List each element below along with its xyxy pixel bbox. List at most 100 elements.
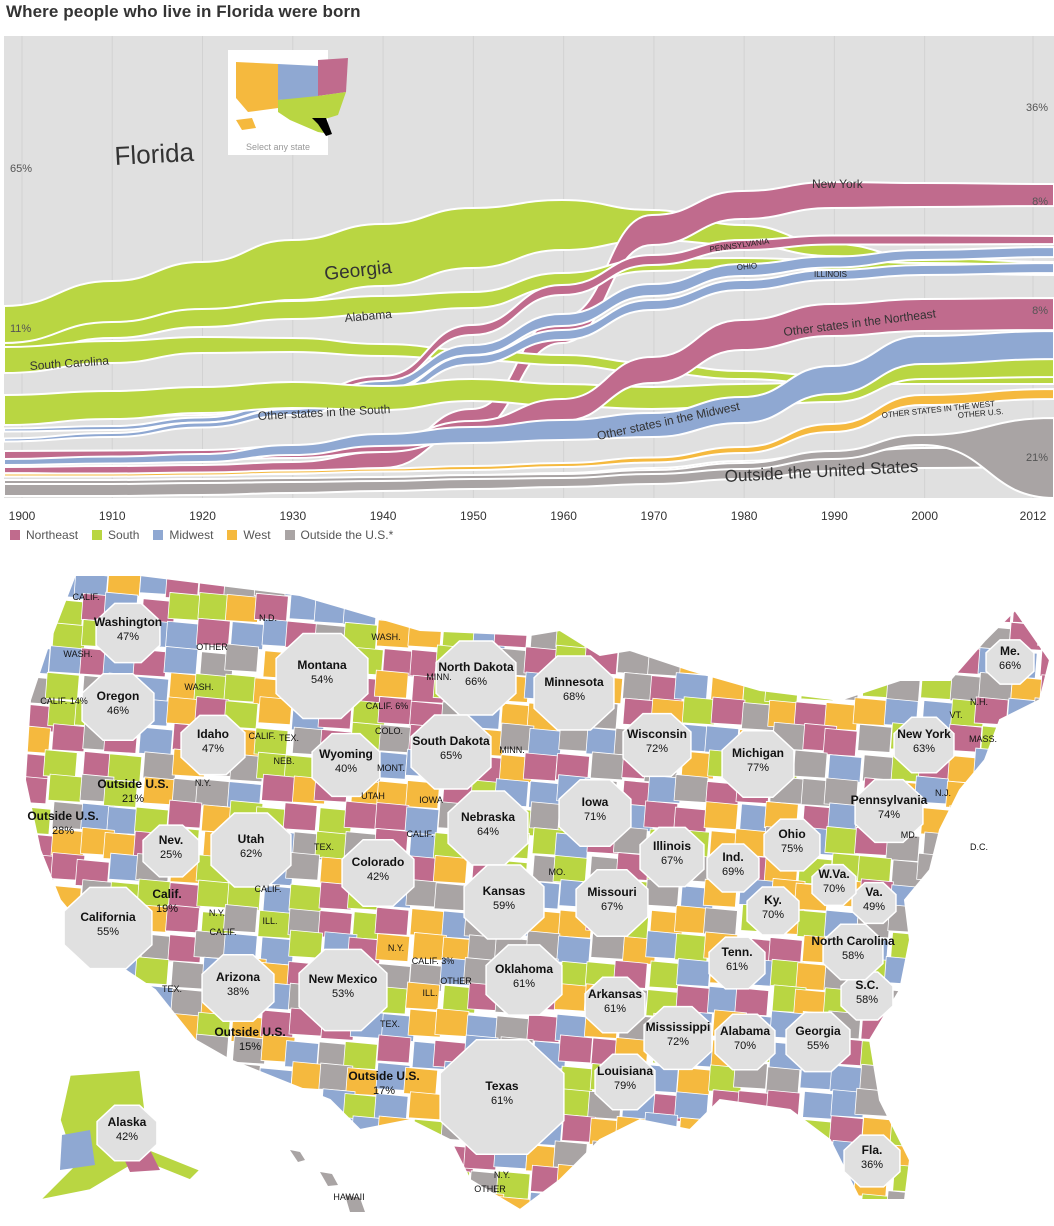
map-cell (313, 773, 349, 803)
map-cell (262, 885, 298, 914)
map-cell (315, 648, 351, 678)
map-cell (314, 675, 350, 705)
origin-label: MONT. (377, 763, 405, 773)
stream-chart[interactable]: 1900 1910 1920 1930 1940 1950 1960 1970 1980 1990… (0, 0, 1054, 545)
origin-label: MINN. (499, 745, 525, 755)
home-state-name: Alaska (108, 1115, 147, 1129)
home-state-name: Georgia (795, 1024, 841, 1038)
map-cell (922, 596, 958, 626)
map-cell (710, 1039, 746, 1069)
map-cell (767, 937, 803, 966)
map-cell (559, 703, 595, 733)
map-cell (49, 598, 85, 628)
map-cell (470, 830, 506, 860)
map-cell (676, 1066, 712, 1096)
map-cell (830, 1139, 866, 1169)
map-cell (82, 722, 118, 752)
map-cell (1037, 878, 1050, 908)
map-cell (643, 1064, 679, 1094)
map-cell (676, 958, 711, 987)
home-state-name: North Dakota (438, 660, 514, 674)
map-cell (163, 646, 199, 675)
home-state-pct: 58% (842, 950, 864, 962)
map-cell (733, 828, 769, 858)
map-cell (342, 597, 378, 627)
map-cell (523, 671, 559, 701)
map-cell (198, 575, 234, 599)
home-state-name: Pennsylvania (851, 793, 928, 807)
map-cell (1009, 984, 1045, 1014)
map-cell (316, 1041, 352, 1071)
map-cell (652, 1036, 688, 1066)
map-cell (615, 852, 651, 881)
map-cell (554, 1013, 590, 1043)
map-cell (463, 909, 499, 939)
map-cell (25, 775, 49, 805)
map-cell (854, 1087, 890, 1117)
map-cell (558, 879, 594, 908)
map-cell (319, 856, 355, 886)
map-cell (767, 650, 803, 680)
map-cell (736, 1090, 772, 1120)
map-cell (823, 963, 859, 993)
map-cell (649, 909, 685, 939)
home-state-pct: 71% (584, 811, 606, 823)
map-cell (132, 648, 168, 678)
map-cell (561, 1113, 597, 1143)
map-cell (1039, 1041, 1050, 1071)
origin-label: OTHER (196, 642, 228, 652)
home-state-name: Louisiana (597, 1064, 653, 1078)
map-cell (793, 1141, 829, 1171)
map-cell (463, 592, 499, 621)
map-cell (557, 807, 593, 837)
home-state-pct: 61% (726, 961, 748, 973)
alaska-region (37, 1069, 202, 1202)
map-cell (858, 878, 894, 908)
map-cell (646, 855, 682, 885)
map-cell (944, 934, 980, 964)
map-cell (103, 778, 138, 808)
origin-label: MO. (549, 867, 566, 877)
map-cell (613, 1037, 649, 1066)
home-state-name: South Dakota (412, 734, 490, 748)
home-state-pct: 47% (202, 743, 224, 755)
map-cell (253, 592, 289, 622)
map-cell (738, 877, 774, 907)
map-cell (284, 575, 320, 598)
map-cell (826, 1010, 862, 1040)
map-cell (532, 1087, 567, 1117)
map-cell (612, 825, 648, 855)
map-cell (947, 723, 983, 753)
map-cell (291, 831, 327, 861)
map-cell (1008, 936, 1044, 966)
map-cell (500, 807, 536, 837)
origin-label: OTHER (474, 1184, 506, 1194)
map-cell (972, 1015, 1008, 1045)
map-cell (741, 702, 776, 731)
map-cell (47, 699, 83, 728)
home-state-blob (311, 732, 381, 798)
map-cell (25, 752, 50, 782)
legend-outside-swatch (284, 530, 295, 540)
map-cell (763, 826, 799, 855)
map-cell (82, 751, 118, 780)
map-cell (973, 696, 1009, 726)
map-cell (585, 727, 621, 757)
map-cell (704, 725, 740, 755)
map-cell (378, 575, 413, 598)
map-cell (616, 646, 652, 675)
map-cell (462, 957, 498, 986)
map-cell (587, 1171, 623, 1201)
map-cell (133, 618, 169, 648)
map-cell (1033, 1116, 1050, 1146)
map-cell (735, 575, 771, 601)
map-cell (678, 1191, 714, 1210)
map-cell (1032, 697, 1050, 727)
map-cell (943, 1010, 979, 1040)
legend-west-swatch (227, 530, 238, 540)
origin-label: MASS. (969, 734, 997, 744)
map-cell (703, 907, 738, 937)
home-state-blob (854, 778, 924, 844)
home-state-blob (851, 881, 897, 925)
map-cell (918, 1040, 954, 1070)
